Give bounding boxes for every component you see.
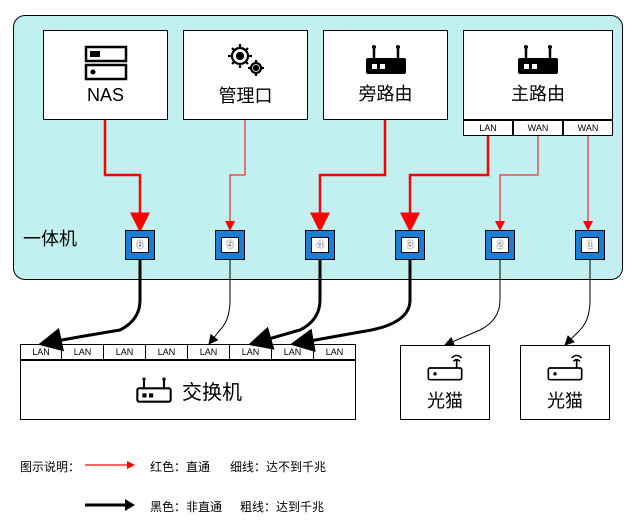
- main-router-lan: LAN: [463, 120, 513, 136]
- modem-icon: [545, 353, 585, 383]
- lan-tab: LAN: [20, 344, 62, 360]
- switch-label: 交换机: [182, 376, 242, 405]
- device-nas: NAS: [43, 30, 168, 120]
- router-icon: [362, 44, 410, 76]
- device-side-router: 旁路由: [323, 30, 448, 120]
- lan-tab: LAN: [188, 344, 230, 360]
- machine-label: 一体机: [23, 225, 77, 251]
- nas-icon: [84, 45, 128, 81]
- modem-label: 光猫: [427, 387, 463, 413]
- modem-2: 光猫: [520, 345, 610, 420]
- lan-tab: LAN: [272, 344, 314, 360]
- modem-1: 光猫: [400, 345, 490, 420]
- router-icon: [514, 44, 562, 76]
- legend-red-1: 红色：直通: [150, 458, 210, 475]
- switch-lan-tabs: LAN LAN LAN LAN LAN LAN LAN LAN: [20, 344, 356, 360]
- legend-black-2: 粗线：达到千兆: [240, 498, 324, 515]
- port-5: 5: [215, 230, 245, 260]
- lan-tab: LAN: [62, 344, 104, 360]
- legend-red-2: 细线：达不到千兆: [230, 458, 326, 475]
- main-router-wan2: WAN: [563, 120, 613, 136]
- device-main-router: 主路由: [463, 30, 613, 120]
- lan-tab: LAN: [146, 344, 188, 360]
- diagram-canvas: 一体机 NAS 管理口: [0, 0, 641, 531]
- legend-red-arrow: [85, 458, 135, 472]
- port-6: 6: [125, 230, 155, 260]
- lan-tab: LAN: [314, 344, 356, 360]
- port-1: 1: [575, 230, 605, 260]
- legend-black-1: 黑色：非直通: [150, 498, 222, 515]
- router-icon: [134, 376, 174, 404]
- device-label: 旁路由: [359, 80, 413, 106]
- port-4: 4: [305, 230, 335, 260]
- device-mgmt: 管理口: [183, 30, 308, 120]
- modem-icon: [425, 353, 465, 383]
- switch-box: 交换机: [20, 360, 356, 420]
- lan-tab: LAN: [104, 344, 146, 360]
- device-label: 主路由: [511, 80, 565, 106]
- port-2: 2: [485, 230, 515, 260]
- port-3: 3: [395, 230, 425, 260]
- legend-title: 图示说明：: [20, 458, 80, 475]
- gears-icon: [224, 42, 268, 78]
- main-router-wan1: WAN: [513, 120, 563, 136]
- legend-black-arrow: [85, 498, 135, 512]
- device-label: 管理口: [219, 82, 273, 108]
- device-label: NAS: [87, 85, 124, 106]
- modem-label: 光猫: [547, 387, 583, 413]
- lan-tab: LAN: [230, 344, 272, 360]
